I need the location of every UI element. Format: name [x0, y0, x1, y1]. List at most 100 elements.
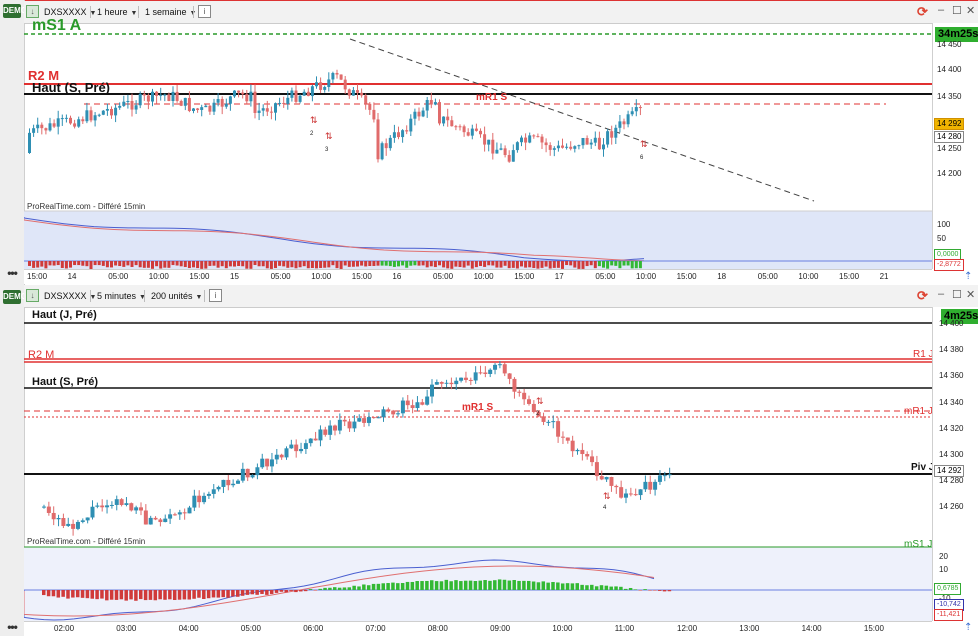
histogram-bar [265, 261, 269, 269]
candle-body [299, 448, 304, 452]
top-price-axis[interactable]: 34m25s 14 450 14 400 14 350 14 292 14 28… [932, 23, 978, 271]
symbol-dropdown[interactable]: DXSXXXX ▼ [40, 289, 100, 303]
candle-body [212, 102, 216, 112]
histogram-bar [577, 261, 581, 269]
candle-body [122, 101, 126, 106]
histogram-bar [105, 261, 109, 268]
histogram-bar [515, 261, 519, 269]
candle-body [438, 102, 441, 124]
range-label: 1 semaine [145, 7, 187, 17]
histogram-bar [66, 590, 70, 599]
histogram-bar [417, 261, 421, 266]
x-tick: 15:00 [676, 272, 697, 281]
candle-body [163, 94, 167, 96]
histogram-bar [493, 580, 497, 590]
maximize-icon[interactable]: ☐ [952, 289, 962, 301]
x-tick: 05:00 [108, 272, 129, 281]
histogram-bar [491, 261, 495, 266]
x-tick: 15:00 [351, 272, 372, 281]
histogram-bar [269, 590, 274, 594]
y-tick: 14 260 [939, 502, 964, 512]
demo-icon[interactable]: DEMO [3, 4, 27, 18]
signal-arrow-icon: ⇅ [603, 492, 611, 502]
candle-body [347, 421, 352, 429]
histogram-bar [122, 261, 126, 267]
histogram-bar [163, 261, 167, 268]
close-icon[interactable]: ✕ [966, 289, 976, 301]
candle-body [204, 105, 208, 108]
histogram-bar [44, 261, 48, 269]
candle-body [434, 382, 439, 385]
candle-body [265, 108, 269, 112]
candle-body [454, 126, 458, 128]
histogram-bar [187, 590, 191, 600]
candle-body [167, 94, 171, 101]
histogram-bar [172, 590, 177, 601]
maximize-icon[interactable]: ☐ [952, 5, 962, 17]
histogram-bar [573, 261, 577, 268]
histogram-bar [42, 590, 46, 596]
candle-body [187, 507, 192, 514]
x-tick: 10:00 [148, 272, 169, 281]
candle-body [405, 130, 409, 132]
histogram-bar [376, 261, 380, 266]
top-chart-area[interactable]: ⇅ ⇅ ⇅ mS1 A R2 M Haut (S, Pré) mR1 S ProRe… [24, 17, 932, 269]
minimize-icon[interactable]: – [938, 288, 945, 300]
candle-body [308, 438, 313, 444]
range-dropdown[interactable]: 200 unités ▼ [147, 289, 206, 303]
histogram-bar [284, 590, 288, 593]
refresh-icon[interactable]: ⟳ [917, 4, 928, 19]
y-tick: 14 450 [937, 40, 962, 49]
symbol-dropdown[interactable]: DXSXXXX ▼ [40, 5, 100, 19]
candle-body [175, 91, 179, 101]
range-dropdown[interactable]: 1 semaine▼ [141, 5, 200, 19]
histogram-bar [224, 261, 228, 269]
last-price-tag: 14 292 [934, 465, 965, 477]
minimize-icon[interactable]: – [938, 4, 945, 16]
candle-body [56, 518, 61, 520]
histogram-bar [73, 261, 77, 266]
demo-icon[interactable]: DEMO [3, 290, 27, 304]
histogram-bar [446, 261, 450, 269]
histogram-bar [114, 590, 119, 600]
scroll-up-icon[interactable]: ⇡ [964, 271, 973, 282]
candle-body [614, 127, 618, 138]
histogram-bar [356, 261, 359, 267]
candle-body [315, 82, 318, 87]
histogram-bar [507, 580, 512, 590]
candle-body [342, 419, 347, 422]
refresh-icon[interactable]: ⟳ [917, 288, 928, 303]
toolbar-divider [90, 6, 91, 18]
interval-dropdown[interactable]: 5 minutes ▼ [93, 289, 150, 303]
histogram-bar [499, 261, 503, 268]
histogram-bar [77, 261, 81, 266]
histogram-bar [614, 261, 618, 266]
candle-body [439, 382, 444, 384]
scroll-up-icon[interactable]: ⇡ [964, 622, 973, 633]
info-icon[interactable]: i [198, 5, 211, 18]
histogram-bar [110, 261, 113, 268]
histogram-bar [265, 590, 269, 595]
instrument-icon[interactable]: ↓ [26, 289, 39, 302]
candle-body [541, 416, 546, 422]
info-icon[interactable]: i [209, 289, 222, 302]
candle-body [585, 454, 590, 457]
histogram-bar [626, 261, 630, 266]
more-options-icon[interactable]: ••• [7, 266, 18, 280]
interval-dropdown[interactable]: 1 heure ▼ [93, 5, 141, 19]
histogram-bar [146, 261, 150, 268]
histogram-bar [454, 580, 458, 590]
histogram-bar [142, 261, 146, 268]
osc-tick: 50 [937, 234, 946, 243]
bottom-price-axis[interactable]: 4m25s 14 400 14 380 14 360 14 340 14 320 14 3… [932, 307, 978, 621]
candle-body [507, 155, 511, 162]
histogram-bar [75, 590, 80, 598]
histogram-bar [333, 587, 337, 590]
candle-body [624, 493, 628, 498]
bottom-chart-area[interactable]: ⇅ ⇅ Haut (J, Pré) R2 M R1 J Haut (S, Pré)… [24, 307, 934, 621]
instrument-icon[interactable]: ↓ [26, 5, 39, 18]
close-icon[interactable]: ✕ [966, 5, 976, 17]
more-options-icon[interactable]: ••• [7, 620, 18, 634]
candle-body [401, 130, 405, 138]
x-tick: 18 [717, 272, 727, 281]
